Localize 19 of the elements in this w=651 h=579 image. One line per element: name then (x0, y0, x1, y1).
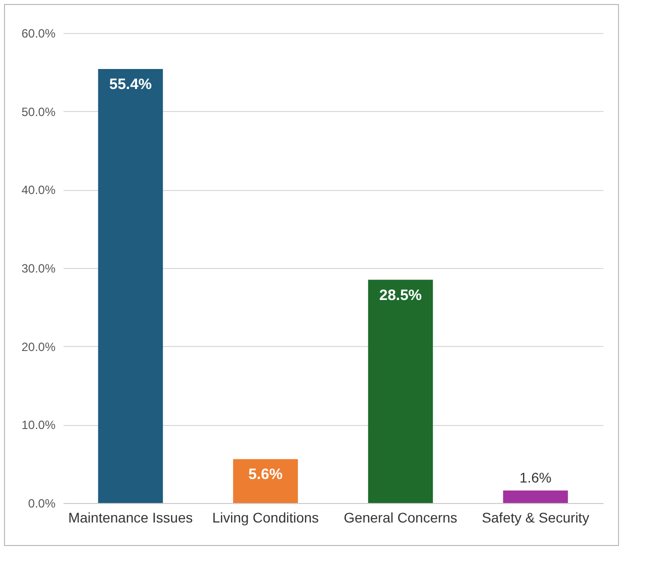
bar (98, 69, 163, 503)
x-tick-label: Living Conditions (212, 510, 319, 526)
x-tick-label: Safety & Security (482, 510, 590, 526)
y-tick-label: 20.0% (21, 340, 56, 354)
bar (368, 280, 433, 503)
data-label: 55.4% (109, 76, 152, 94)
y-tick-label: 30.0% (21, 262, 56, 276)
y-tick-label: 40.0% (21, 183, 56, 198)
data-label: 1.6% (520, 469, 552, 486)
data-label: 5.6% (248, 466, 283, 484)
x-tick-label: Maintenance Issues (68, 510, 193, 526)
x-tick-label: General Concerns (344, 510, 458, 526)
y-tick-label: 0.0% (28, 496, 56, 510)
data-label: 28.5% (379, 286, 422, 304)
y-tick-label: 60.0% (21, 26, 56, 40)
y-tick-label: 10.0% (21, 418, 56, 432)
bar (233, 459, 298, 503)
bar (503, 490, 568, 503)
y-tick-label: 50.0% (21, 104, 56, 119)
